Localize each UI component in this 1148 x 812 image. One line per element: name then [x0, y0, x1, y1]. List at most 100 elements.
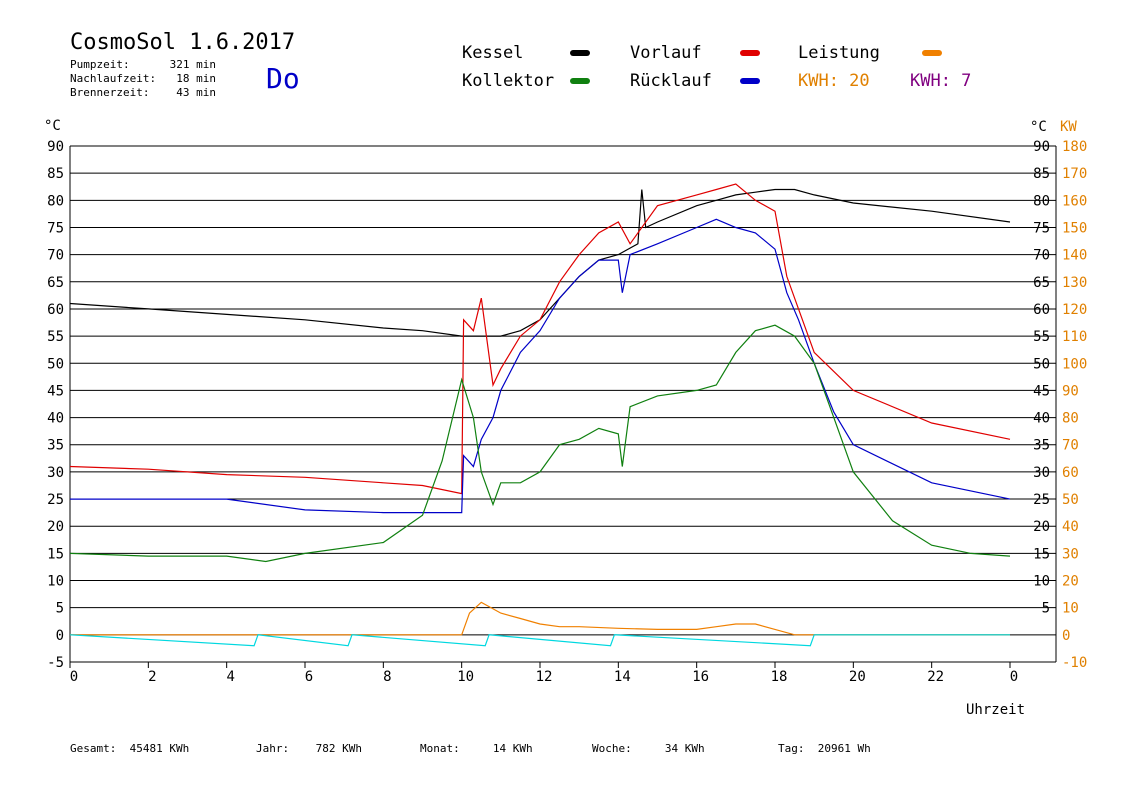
- y-tick-left-5: 5: [56, 601, 64, 617]
- y-tick-left-85: 85: [47, 166, 64, 182]
- y-tick-right-c-60: 60: [1033, 302, 1050, 318]
- stat-pumpzeit: Pumpzeit: 321 min: [70, 58, 216, 71]
- weekday-label: Do: [266, 62, 300, 95]
- y-tick-left--5: -5: [47, 655, 64, 671]
- x-tick-5: 10: [457, 669, 474, 685]
- legend-vorlauf: Vorlauf: [630, 43, 702, 63]
- x-tick-10: 20: [849, 669, 866, 685]
- y-tick-right-c-50: 50: [1033, 356, 1050, 372]
- x-tick-9: 18: [771, 669, 788, 685]
- y-tick-left-65: 65: [47, 275, 64, 291]
- series-line-rcklauf: [70, 218, 1011, 514]
- footer-jahr: Jahr: 782 KWh: [256, 742, 362, 755]
- x-tick-4: 8: [383, 669, 391, 685]
- y-tick-left-0: 0: [56, 628, 64, 644]
- y-axis-label-right-c: °C: [1030, 119, 1047, 135]
- y-tick-right-kw-160: 160: [1062, 193, 1087, 209]
- y-tick-left-90: 90: [47, 139, 64, 155]
- y-tick-right-kw-180: 180: [1062, 139, 1087, 155]
- series-line-vorlauf: [69, 183, 1011, 495]
- y-tick-left-70: 70: [47, 248, 64, 264]
- y-tick-right-kw-10: 10: [1062, 601, 1079, 617]
- x-tick-2: 4: [226, 669, 234, 685]
- y-tick-right-kw-60: 60: [1062, 465, 1079, 481]
- y-tick-left-25: 25: [47, 492, 64, 508]
- y-tick-right-c-75: 75: [1033, 220, 1050, 236]
- y-tick-right-kw-110: 110: [1062, 329, 1087, 345]
- y-tick-left-35: 35: [47, 438, 64, 454]
- y-tick-right-kw-90: 90: [1062, 383, 1079, 399]
- legend-kwh-purple: KWH: 7: [910, 71, 972, 91]
- y-tick-right-c-80: 80: [1033, 193, 1050, 209]
- series-line-kollektor: [69, 324, 1011, 563]
- y-tick-right-kw-150: 150: [1062, 220, 1087, 236]
- footer-gesamt: Gesamt: 45481 KWh: [70, 742, 190, 755]
- series-line-kessel: [69, 188, 1011, 337]
- x-tick-11: 22: [927, 669, 944, 685]
- legend-swatch-kessel: [570, 50, 590, 56]
- series-line-leistung: [70, 601, 1010, 636]
- stat-brennerzeit: Brennerzeit: 43 min: [70, 86, 216, 99]
- legend-swatch-kollektor: [570, 78, 590, 84]
- y-tick-right-kw--10: -10: [1062, 655, 1087, 671]
- y-tick-right-kw-100: 100: [1062, 356, 1087, 372]
- y-tick-right-c-20: 20: [1033, 519, 1050, 535]
- chart-title: CosmoSol 1.6.2017: [70, 30, 296, 55]
- y-tick-right-c-30: 30: [1033, 465, 1050, 481]
- y-tick-right-kw-140: 140: [1062, 248, 1087, 264]
- legend-swatch-ruecklauf: [740, 78, 760, 84]
- y-tick-right-kw-50: 50: [1062, 492, 1079, 508]
- series-line-pumpe: [69, 634, 1010, 647]
- legend-swatch-leistung: [922, 50, 942, 56]
- y-axis-label-right-kw: KW: [1060, 119, 1077, 135]
- x-tick-3: 6: [305, 669, 313, 685]
- y-tick-right-kw-30: 30: [1062, 546, 1079, 562]
- y-tick-left-50: 50: [47, 356, 64, 372]
- y-tick-right-kw-0: 0: [1062, 628, 1070, 644]
- legend-kwh-orange: KWH: 20: [798, 71, 870, 91]
- y-tick-right-c-70: 70: [1033, 248, 1050, 264]
- legend-leistung: Leistung: [798, 43, 880, 63]
- y-tick-right-kw-170: 170: [1062, 166, 1087, 182]
- y-tick-left-45: 45: [47, 383, 64, 399]
- x-tick-8: 16: [692, 669, 709, 685]
- y-tick-left-10: 10: [47, 574, 64, 590]
- legend-kollektor: Kollektor: [462, 71, 555, 91]
- y-tick-right-c-25: 25: [1033, 492, 1050, 508]
- footer-woche: Woche: 34 KWh: [592, 742, 705, 755]
- x-tick-0: 0: [70, 669, 78, 685]
- y-tick-left-30: 30: [47, 465, 64, 481]
- y-tick-left-80: 80: [47, 193, 64, 209]
- legend-ruecklauf: Rücklauf: [630, 71, 712, 91]
- y-tick-right-c-45: 45: [1033, 383, 1050, 399]
- y-tick-left-15: 15: [47, 546, 64, 562]
- y-tick-right-c-15: 15: [1033, 546, 1050, 562]
- y-tick-right-kw-40: 40: [1062, 519, 1079, 535]
- x-tick-12: 0: [1010, 669, 1018, 685]
- y-tick-right-kw-120: 120: [1062, 302, 1087, 318]
- y-tick-right-c-35: 35: [1033, 438, 1050, 454]
- x-axis-label: Uhrzeit: [966, 702, 1026, 718]
- y-axis-label-left: °C: [44, 118, 61, 134]
- y-tick-right-c-85: 85: [1033, 166, 1050, 182]
- stat-nachlaufzeit: Nachlaufzeit: 18 min: [70, 72, 216, 85]
- y-tick-right-c-40: 40: [1033, 411, 1050, 427]
- x-tick-7: 14: [614, 669, 631, 685]
- y-tick-right-c-55: 55: [1033, 329, 1050, 345]
- legend-swatch-vorlauf: [740, 50, 760, 56]
- x-tick-1: 2: [148, 669, 156, 685]
- y-tick-left-55: 55: [47, 329, 64, 345]
- y-tick-right-c-90: 90: [1033, 139, 1050, 155]
- legend-kessel: Kessel: [462, 43, 524, 63]
- footer-monat: Monat: 14 KWh: [420, 742, 533, 755]
- y-tick-left-20: 20: [47, 519, 64, 535]
- x-tick-6: 12: [536, 669, 553, 685]
- y-tick-left-75: 75: [47, 220, 64, 236]
- y-tick-right-kw-70: 70: [1062, 438, 1079, 454]
- y-tick-right-c-5: 5: [1042, 601, 1050, 617]
- y-tick-right-kw-80: 80: [1062, 411, 1079, 427]
- y-tick-right-c-10: 10: [1033, 574, 1050, 590]
- y-tick-left-40: 40: [47, 411, 64, 427]
- y-tick-right-c-65: 65: [1033, 275, 1050, 291]
